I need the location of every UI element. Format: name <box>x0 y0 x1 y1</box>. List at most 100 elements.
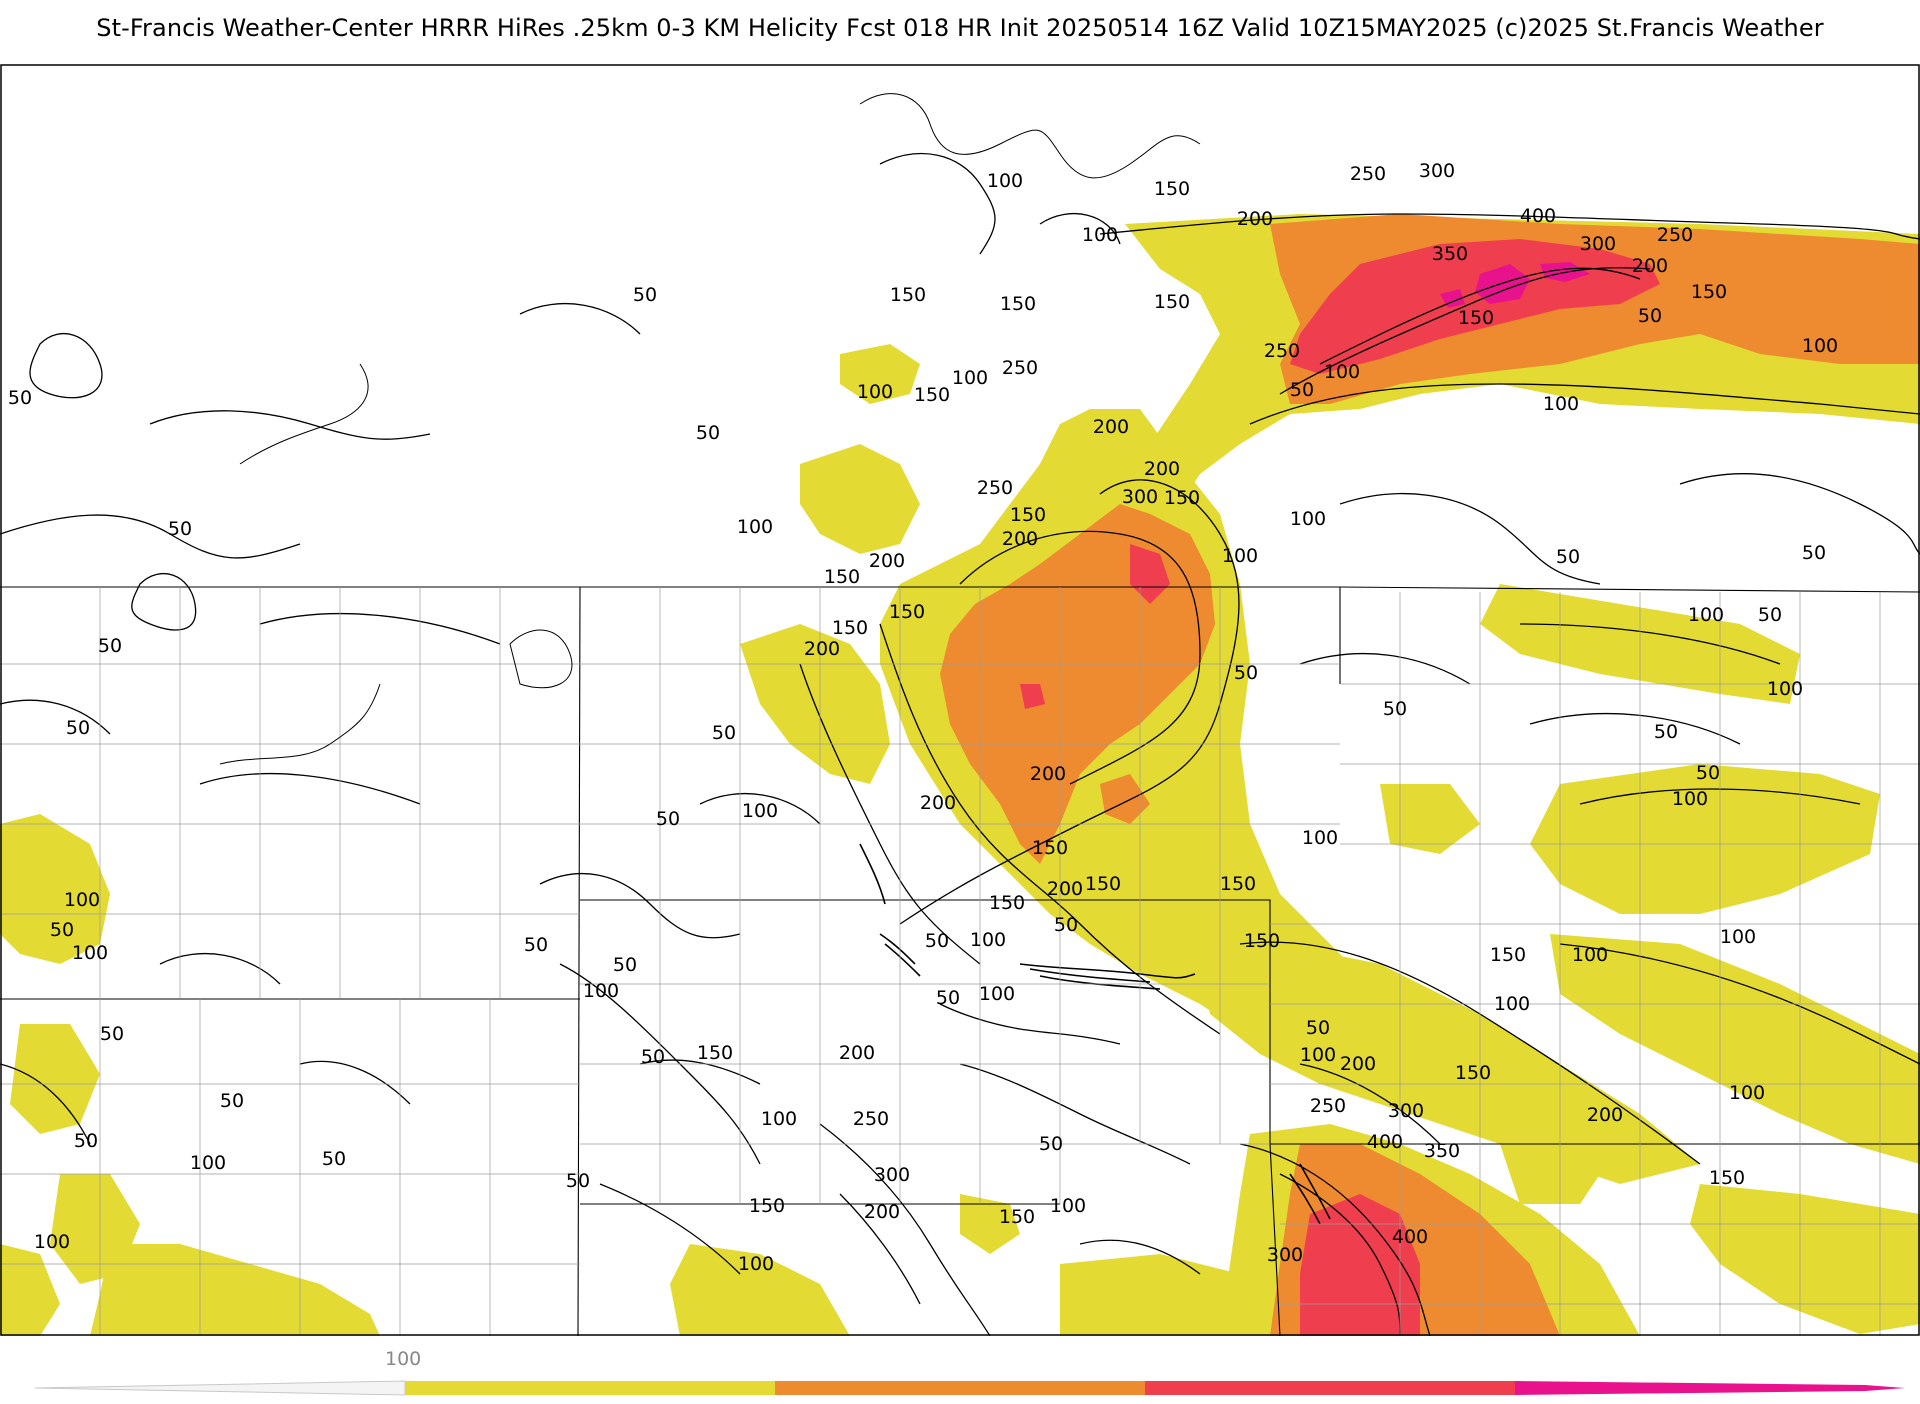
contour-label: 50 <box>1802 542 1826 564</box>
contour-label: 50 <box>1654 721 1678 743</box>
contour-label: 150 <box>832 617 868 639</box>
contour-label: 150 <box>1691 281 1727 303</box>
contour-label: 150 <box>914 384 950 406</box>
contour-label: 100 <box>970 929 1006 951</box>
contour-label: 50 <box>322 1148 346 1170</box>
contour-label: 100 <box>737 516 773 538</box>
contour-label: 50 <box>524 934 548 956</box>
colorbar-label-100: 100 <box>385 1348 422 1370</box>
contour-label: 100 <box>1302 827 1338 849</box>
contour-label: 50 <box>1383 698 1407 720</box>
contour-label: 100 <box>72 942 108 964</box>
contour-label: 200 <box>1144 458 1180 480</box>
contour-label: 250 <box>977 477 1013 499</box>
contour-label: 200 <box>1093 416 1129 438</box>
contour-label: 200 <box>920 792 956 814</box>
contour-label: 100 <box>952 367 988 389</box>
contour-label: 300 <box>1419 160 1455 182</box>
contour-label: 200 <box>839 1042 875 1064</box>
contour-label: 100 <box>583 980 619 1002</box>
contour-label: 50 <box>1758 604 1782 626</box>
contour-label: 150 <box>999 1206 1035 1228</box>
contour-label: 100 <box>1300 1044 1336 1066</box>
contour-label: 200 <box>1587 1104 1623 1126</box>
contour-label: 250 <box>1002 357 1038 379</box>
contour-label: 350 <box>1432 243 1468 265</box>
contour-label: 200 <box>1002 528 1038 550</box>
map-border <box>0 64 1920 1336</box>
contour-label: 150 <box>1085 873 1121 895</box>
contour-label: 100 <box>1720 926 1756 948</box>
contour-label: 200 <box>804 638 840 660</box>
contour-label: 300 <box>1388 1100 1424 1122</box>
coastlines-lakes <box>219 93 1201 765</box>
contour-label: 100 <box>1324 361 1360 383</box>
contour-label: 100 <box>987 170 1023 192</box>
contour-label: 250 <box>1657 224 1693 246</box>
contour-label: 100 <box>1729 1082 1765 1104</box>
contour-label: 150 <box>749 1195 785 1217</box>
contour-label: 150 <box>1490 944 1526 966</box>
contour-label: 50 <box>1234 662 1258 684</box>
contour-label: 150 <box>1154 291 1190 313</box>
contour-label: 250 <box>1264 340 1300 362</box>
contour-label: 50 <box>641 1046 665 1068</box>
contour-label: 100 <box>1050 1195 1086 1217</box>
contour-label: 50 <box>633 284 657 306</box>
contour-label: 100 <box>857 381 893 403</box>
contour-label: 50 <box>936 987 960 1009</box>
county-borders <box>0 587 1920 1336</box>
contour-label: 100 <box>1222 545 1258 567</box>
contour-label: 200 <box>1237 208 1273 230</box>
contour-label: 50 <box>1306 1017 1330 1039</box>
contour-label: 50 <box>696 422 720 444</box>
contour-label: 150 <box>824 566 860 588</box>
contour-label: 200 <box>1632 255 1668 277</box>
contour-label: 200 <box>1340 1053 1376 1075</box>
contour-label: 100 <box>1688 604 1724 626</box>
contour-label: 300 <box>1580 233 1616 255</box>
contour-label: 50 <box>1054 914 1078 936</box>
contour-label: 350 <box>1424 1140 1460 1162</box>
contour-label: 50 <box>220 1090 244 1112</box>
helicity-colorbar <box>0 1338 1920 1400</box>
contour-label: 400 <box>1392 1226 1428 1248</box>
helicity-map: 100 150 250 300 200 100 400 250 350 300 200 150 50 15… <box>0 64 1920 1336</box>
contour-label: 100 <box>761 1108 797 1130</box>
contour-label: 200 <box>1030 763 1066 785</box>
helicity-contours <box>0 152 1920 1336</box>
contour-label: 100 <box>1802 335 1838 357</box>
contour-label: 100 <box>738 1253 774 1275</box>
contour-label: 150 <box>1032 837 1068 859</box>
contour-label: 150 <box>1000 293 1036 315</box>
contour-label: 200 <box>1047 878 1083 900</box>
contour-label: 100 <box>979 983 1015 1005</box>
contour-label: 400 <box>1367 1131 1403 1153</box>
map-title: St-Francis Weather-Center HRRR HiRes .25… <box>96 14 1824 42</box>
contour-label: 50 <box>1039 1133 1063 1155</box>
contour-label: 50 <box>100 1023 124 1045</box>
contour-label: 50 <box>50 919 74 941</box>
contour-label: 100 <box>1082 224 1118 246</box>
contour-label: 300 <box>1122 486 1158 508</box>
contour-label: 50 <box>66 717 90 739</box>
contour-label: 250 <box>1350 163 1386 185</box>
contour-label: 150 <box>1154 178 1190 200</box>
contour-label: 150 <box>890 284 926 306</box>
contour-label: 50 <box>168 518 192 540</box>
colorbar-tail <box>34 1380 406 1396</box>
contour-label: 100 <box>1572 944 1608 966</box>
contour-label: 100 <box>34 1231 70 1253</box>
contour-label: 100 <box>1494 993 1530 1015</box>
colorbar-segment <box>1515 1381 1905 1395</box>
contour-label: 50 <box>925 930 949 952</box>
contour-label: 150 <box>1164 487 1200 509</box>
contour-label: 100 <box>190 1152 226 1174</box>
contour-label: 50 <box>1556 546 1580 568</box>
contour-label: 400 <box>1520 205 1556 227</box>
colorbar-segment <box>1145 1381 1515 1395</box>
contour-label: 300 <box>874 1164 910 1186</box>
contour-label: 100 <box>1290 508 1326 530</box>
contour-label: 300 <box>1267 1244 1303 1266</box>
